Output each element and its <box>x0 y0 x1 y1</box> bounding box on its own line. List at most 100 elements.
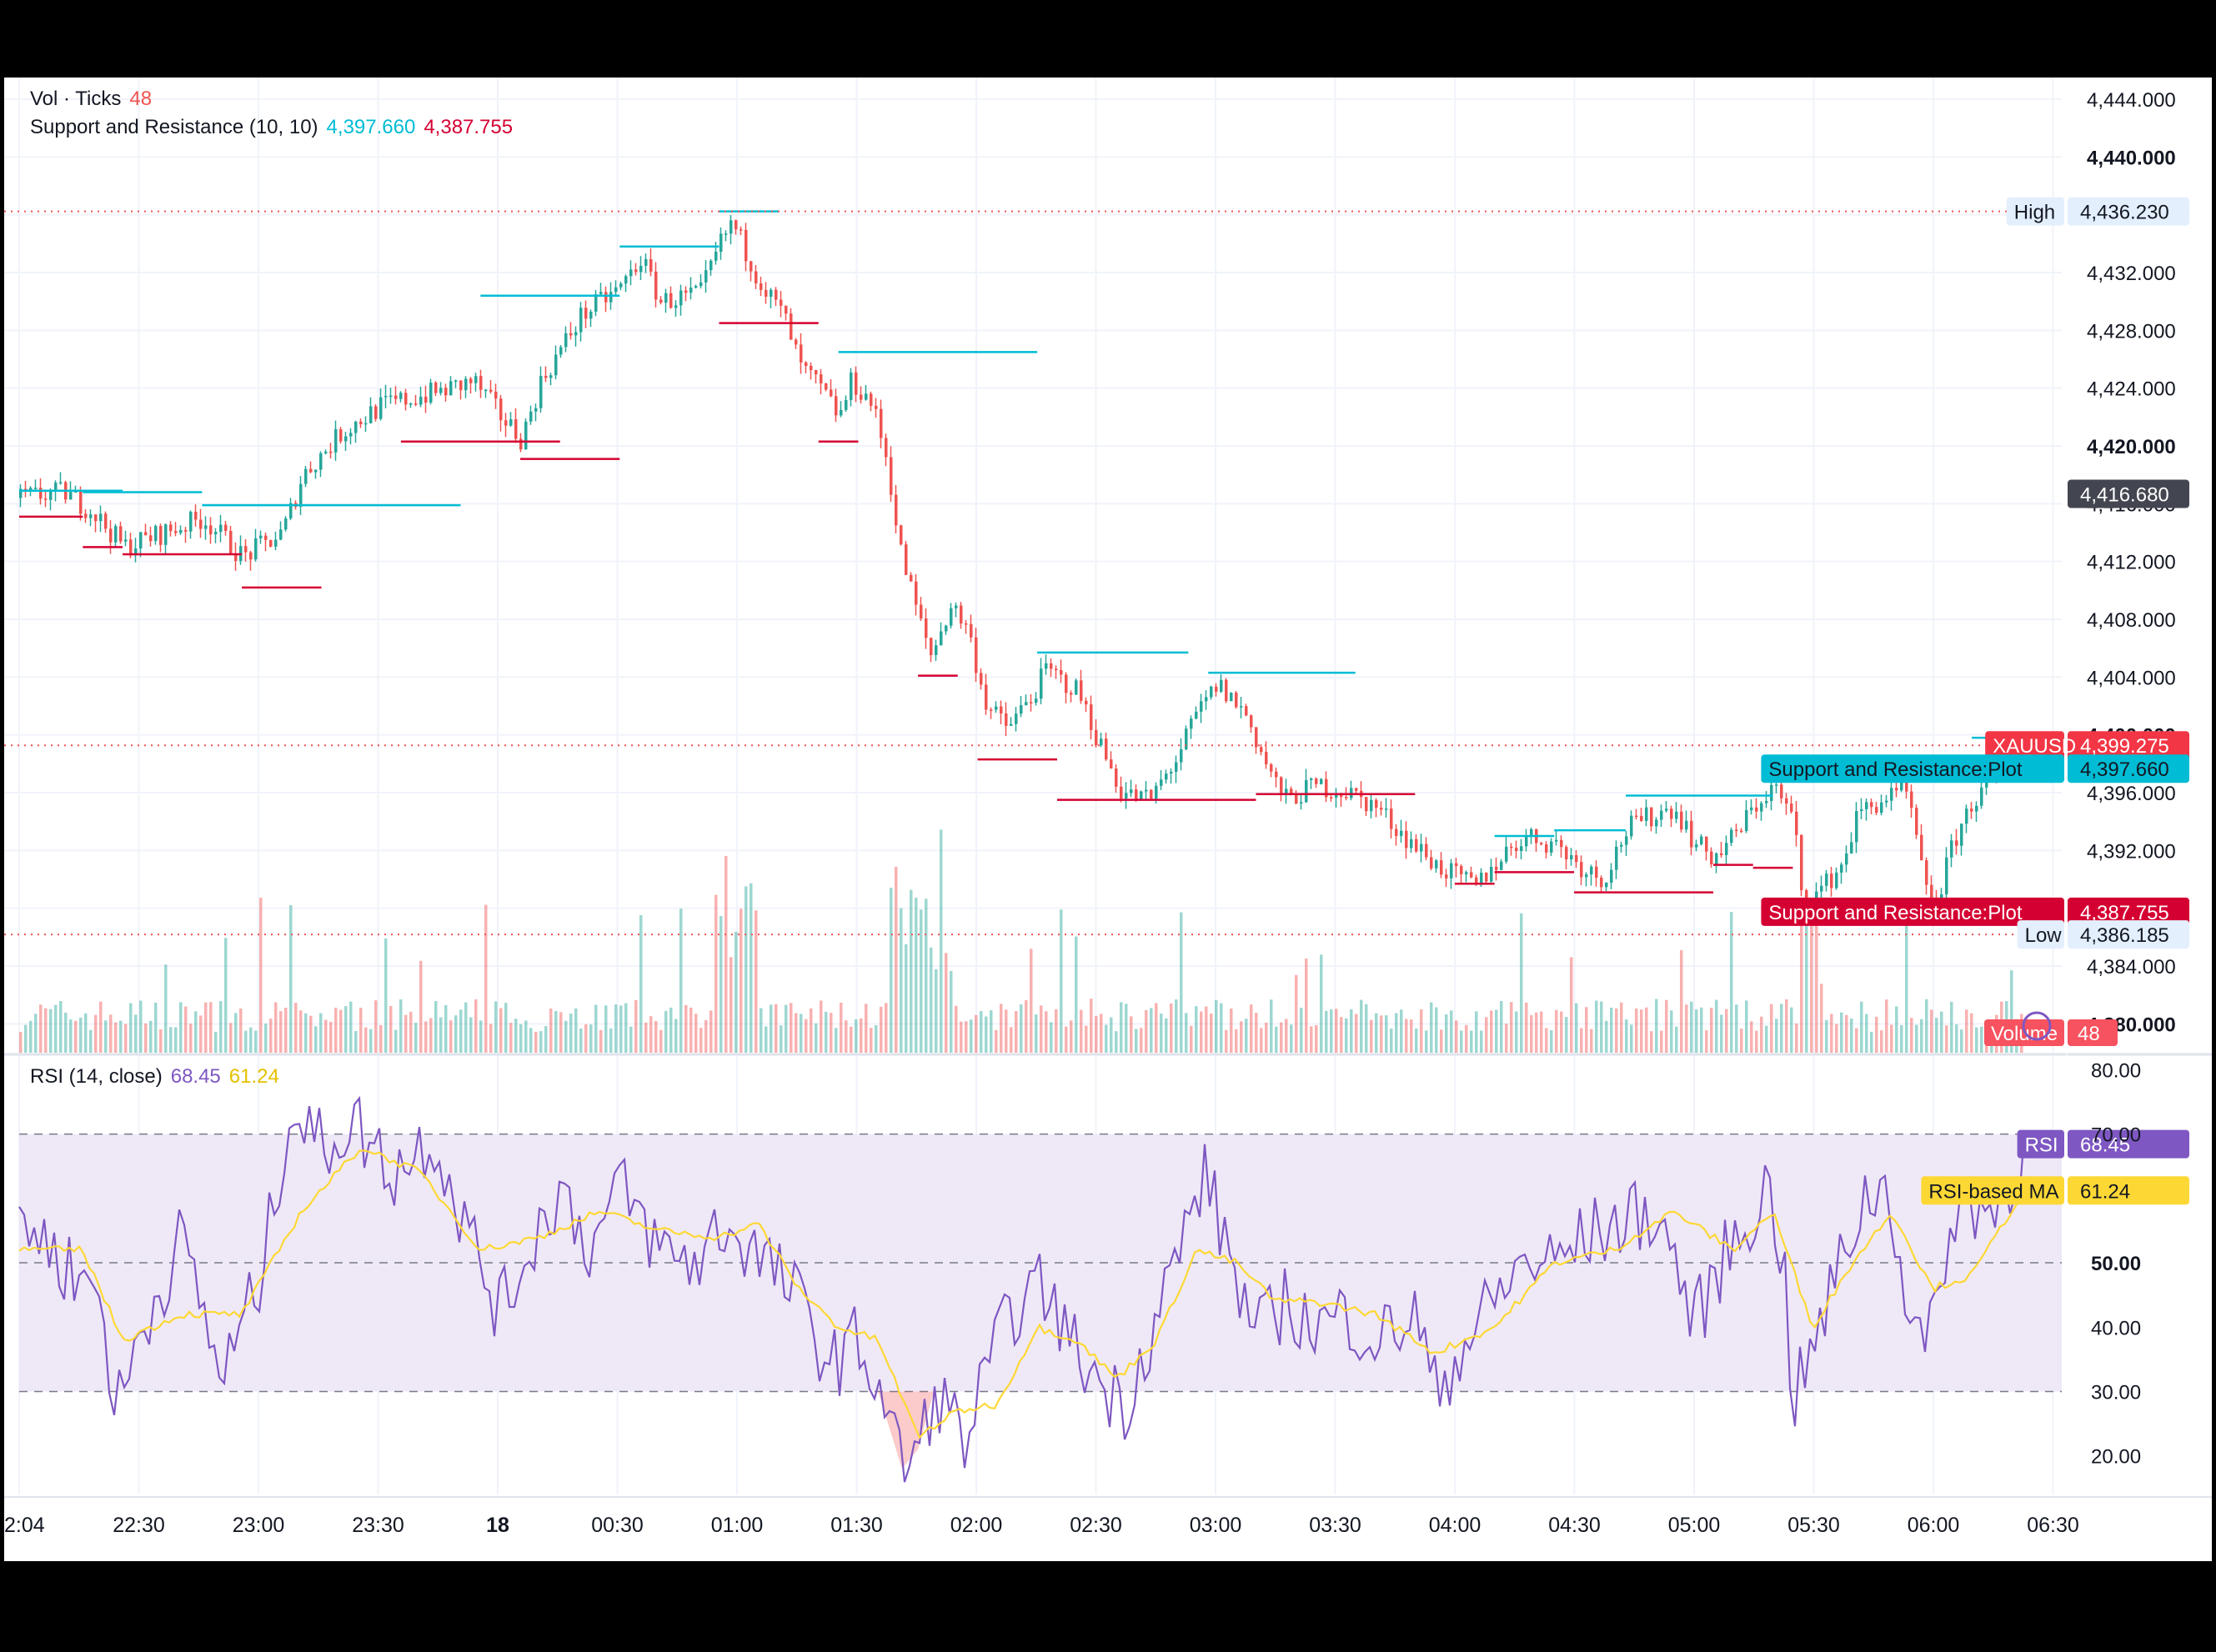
volume-bar <box>920 909 923 1053</box>
volume-bar <box>269 1019 273 1053</box>
candle-body <box>1280 777 1283 794</box>
candle-body <box>139 532 143 549</box>
volume-bar <box>319 1013 323 1053</box>
volume-bar <box>229 1023 233 1053</box>
price-tick-label: 4,396.000 <box>2087 783 2176 805</box>
candle-body <box>1975 805 1978 812</box>
volume-bar <box>584 1024 588 1053</box>
candle-body <box>985 684 988 710</box>
volume-bar <box>64 1012 68 1053</box>
candle-body <box>1250 715 1253 728</box>
candle-body <box>950 608 953 626</box>
volume-bar <box>1615 1008 1618 1053</box>
volume-bar <box>1105 1024 1108 1053</box>
candle-body <box>1840 864 1843 873</box>
candle-body <box>659 299 663 303</box>
candle-body <box>1215 686 1218 692</box>
candle-body <box>1655 819 1658 827</box>
badge-label-box <box>1921 1176 2064 1205</box>
candle-body <box>1630 815 1633 837</box>
rsi-legend-label: RSI (14, close) <box>30 1065 163 1088</box>
candle-body <box>1380 808 1383 810</box>
time-tick-label: 2:04 <box>4 1514 45 1537</box>
volume-bar <box>479 1020 483 1053</box>
candle-body <box>1510 846 1513 849</box>
volume-bar <box>149 1020 153 1053</box>
volume-bar <box>639 914 643 1053</box>
candle-body <box>109 528 113 543</box>
time-tick-label: 04:30 <box>1548 1514 1601 1537</box>
candle-body <box>189 511 193 532</box>
volume-bar <box>69 1019 73 1053</box>
volume-bar <box>1660 1030 1663 1053</box>
price-badge: 4,436.230 High <box>2006 197 2189 226</box>
trading-chart[interactable]: 4,444.0004,440.0004,436.0004,432.0004,42… <box>4 78 2212 1561</box>
volume-bar <box>339 1009 343 1053</box>
volume-bar <box>810 1008 813 1053</box>
candle-body <box>669 293 673 308</box>
volume-bar <box>1045 1011 1048 1053</box>
volume-bar <box>845 1020 848 1053</box>
candle-body <box>244 546 248 553</box>
candle-body <box>444 388 448 396</box>
candle-body <box>389 395 393 398</box>
volume-bar <box>524 1020 528 1053</box>
rsi-legend[interactable]: RSI (14, close) 68.45 61.24 <box>30 1065 288 1089</box>
volume-bar <box>654 1021 658 1053</box>
candle-body <box>1060 670 1063 675</box>
candle-body <box>1540 843 1543 845</box>
volume-bar <box>449 1020 453 1053</box>
price-tick-label: 4,408.000 <box>2087 609 2176 632</box>
badge-value: 4,416.680 <box>2080 484 2169 507</box>
badge-value: 4,386.185 <box>2080 924 2169 947</box>
candle-body <box>79 491 83 514</box>
candle-body <box>1375 799 1378 808</box>
candle-body <box>54 483 58 493</box>
volume-bar <box>1190 1025 1193 1053</box>
candle-body <box>1765 801 1768 803</box>
candle-body <box>1920 834 1923 861</box>
candle-body <box>94 514 98 522</box>
volume-bar <box>334 1008 338 1053</box>
volume-bar <box>1830 1014 1833 1053</box>
candle-body <box>870 393 873 406</box>
volume-bar <box>905 944 908 1053</box>
candle-body <box>1980 787 1983 806</box>
volume-bar <box>1135 1029 1138 1053</box>
volume-bar <box>870 1028 873 1053</box>
candle-body <box>324 451 328 453</box>
volume-bar <box>995 1029 998 1053</box>
candle-body <box>1555 839 1558 842</box>
candle-body <box>679 290 683 306</box>
badge-value-box <box>2068 1129 2189 1159</box>
volume-bar <box>1825 1019 1828 1053</box>
volume-bar <box>1205 1006 1208 1053</box>
volume-bar <box>604 1005 608 1053</box>
volume-bar <box>54 1004 58 1053</box>
candle-body <box>930 638 933 655</box>
volume-bar <box>689 1007 693 1053</box>
time-tick-label: 18 <box>486 1514 509 1537</box>
volume-bar <box>1180 912 1183 1053</box>
badge-value-box <box>2068 1176 2189 1205</box>
sr-legend[interactable]: Support and Resistance (10, 10) 4,397.660… <box>30 116 521 139</box>
rsi-badge: 61.24 RSI-based MA <box>1921 1176 2189 1205</box>
volume-bar <box>169 1027 173 1053</box>
volume-bar <box>1155 1003 1158 1053</box>
volume-bar <box>1255 1013 1258 1053</box>
volume-bar <box>1235 1029 1238 1053</box>
volume-bar <box>1490 1010 1493 1053</box>
price-badge: 4,416.680 <box>2068 479 2189 508</box>
volume-bar <box>49 1009 53 1053</box>
volume-bar <box>164 964 168 1053</box>
candle-body <box>284 518 288 530</box>
candle-body <box>29 488 33 491</box>
price-tick-label: 4,412.000 <box>2087 552 2176 574</box>
volume-legend[interactable]: Vol · Ticks 48 <box>30 88 160 111</box>
volume-bar <box>1535 1012 1538 1053</box>
candle-body <box>1575 854 1578 863</box>
candle-body <box>299 483 303 507</box>
volume-bar <box>1880 1030 1883 1053</box>
volume-bar <box>1540 1011 1543 1053</box>
candle-body <box>1565 847 1568 860</box>
